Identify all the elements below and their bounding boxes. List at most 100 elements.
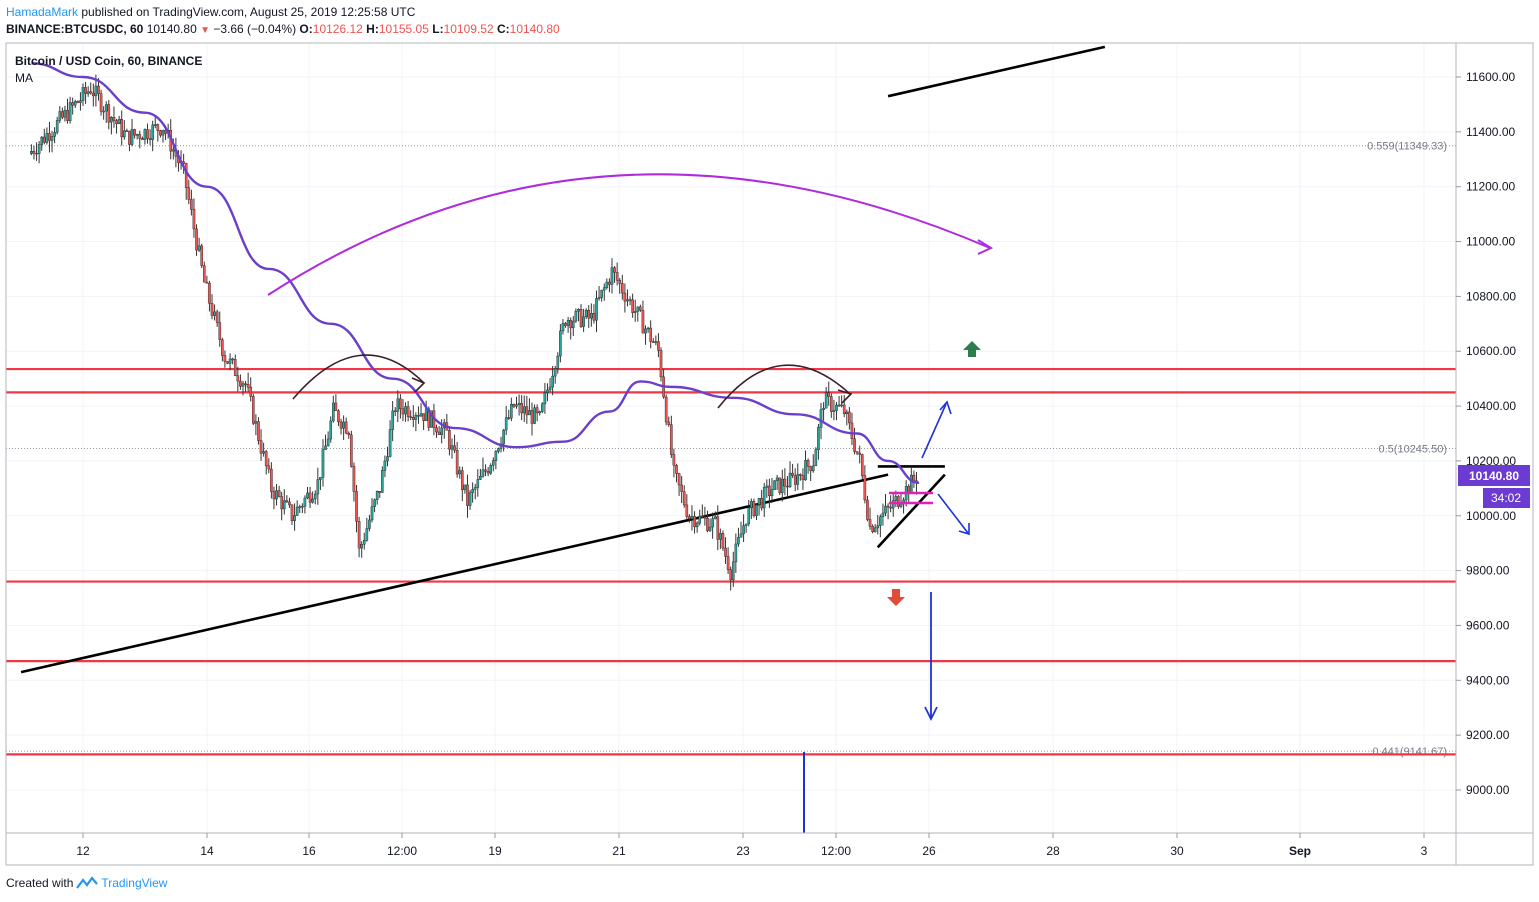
candle-down xyxy=(520,403,523,414)
candle-up xyxy=(559,330,562,357)
candle-down xyxy=(672,454,676,466)
plot-area[interactable] xyxy=(6,43,1456,833)
candle-up xyxy=(293,515,296,521)
candle-up xyxy=(414,415,418,420)
time-scale-area[interactable] xyxy=(6,833,1456,865)
candle-down xyxy=(378,491,382,493)
candle-up xyxy=(551,375,554,388)
candle-up xyxy=(391,410,394,430)
candle-down xyxy=(778,477,782,494)
candle-down xyxy=(675,465,678,474)
y-tick-label: 9200.00 xyxy=(1466,728,1510,742)
candle-down xyxy=(726,556,730,570)
candle-down xyxy=(530,410,534,424)
candle-down xyxy=(288,501,291,506)
candle-down xyxy=(350,434,353,467)
candle-up xyxy=(324,445,327,450)
breakout-up-arrowhead-icon xyxy=(939,400,952,415)
candle-down xyxy=(112,117,116,121)
candle-up xyxy=(590,313,593,319)
candle-up xyxy=(319,477,322,480)
candle-up xyxy=(597,297,601,299)
x-tick-label: 12:00 xyxy=(821,844,851,858)
candle-up xyxy=(822,407,825,410)
candle-down xyxy=(858,452,862,455)
candle-down xyxy=(618,280,622,284)
y-tick-label: 9600.00 xyxy=(1466,618,1510,632)
candle-up xyxy=(473,487,477,490)
candle-down xyxy=(564,323,567,326)
candle-up xyxy=(298,506,302,508)
y-tick-label: 11600.00 xyxy=(1466,70,1515,84)
candle-up xyxy=(370,506,374,521)
candle-up xyxy=(698,515,702,524)
candle-down xyxy=(184,163,188,189)
candle-down xyxy=(793,475,797,485)
candle-up xyxy=(489,465,493,474)
candle-down xyxy=(270,468,273,492)
candle-down xyxy=(401,408,405,415)
close-value: 10140.80 xyxy=(509,22,560,36)
candle-up xyxy=(894,496,898,501)
candle-down xyxy=(760,498,763,509)
candle-down xyxy=(659,350,663,378)
candle-up xyxy=(571,320,575,329)
candle-down xyxy=(61,111,64,118)
x-tick-label: 23 xyxy=(736,844,750,858)
candle-up xyxy=(40,136,44,145)
candle-down xyxy=(535,407,539,414)
candle-down xyxy=(677,473,681,486)
candle-down xyxy=(406,406,410,417)
candle-down xyxy=(615,272,619,281)
candle-down xyxy=(868,519,872,527)
candle-down xyxy=(863,475,867,501)
candle-up xyxy=(884,505,887,514)
candle-down xyxy=(115,120,118,125)
candle-up xyxy=(796,474,800,485)
candle-up xyxy=(329,420,333,440)
candle-up xyxy=(396,398,400,412)
candle-up xyxy=(504,417,508,431)
candle-down xyxy=(649,327,652,342)
candle-up xyxy=(644,328,647,334)
last-price-label: 10140.80 xyxy=(1469,469,1519,483)
candle-down xyxy=(290,504,294,521)
tradingview-brand[interactable]: TradingView xyxy=(101,876,168,890)
candle-up xyxy=(840,404,843,407)
candle-down xyxy=(886,505,890,508)
candle-up xyxy=(543,392,547,405)
candle-up xyxy=(755,504,758,516)
x-tick-label: 21 xyxy=(612,844,626,858)
candle-down xyxy=(252,396,255,424)
candle-up xyxy=(546,389,549,394)
candle-up xyxy=(713,516,717,519)
candle-up xyxy=(757,498,761,505)
candle-up xyxy=(130,129,134,145)
price-scale-area[interactable] xyxy=(1456,43,1533,833)
candle-up xyxy=(458,470,462,475)
candle-down xyxy=(768,485,771,497)
y-tick-label: 9800.00 xyxy=(1466,564,1510,578)
candle-up xyxy=(161,129,165,136)
candle-down xyxy=(866,499,869,520)
author-link[interactable]: HamadaMark xyxy=(6,5,79,19)
legend-ma[interactable]: MA xyxy=(15,71,33,85)
candle-down xyxy=(233,359,237,376)
candle-down xyxy=(125,130,129,132)
candle-up xyxy=(762,487,766,509)
candle-up xyxy=(711,518,714,528)
candle-down xyxy=(701,515,704,518)
projection-arc-arrowhead-icon xyxy=(977,239,994,255)
candle-up xyxy=(404,406,407,415)
trendline xyxy=(20,473,889,674)
candle-up xyxy=(734,543,738,563)
candle-up xyxy=(739,533,743,538)
countdown-badge xyxy=(1483,488,1530,508)
candle-up xyxy=(515,404,518,407)
y-tick-label: 10200.00 xyxy=(1466,454,1516,468)
candle-up xyxy=(303,497,307,507)
candle-down xyxy=(670,424,673,455)
candle-up xyxy=(600,289,603,298)
candle-up xyxy=(811,465,815,472)
